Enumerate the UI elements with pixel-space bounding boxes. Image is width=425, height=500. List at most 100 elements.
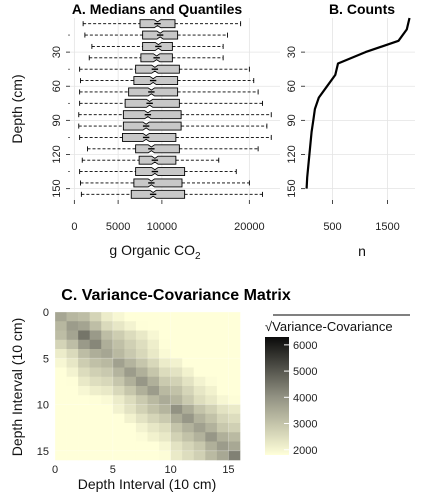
panel-a-y-tick-label-3: 120: [51, 145, 63, 163]
heatmap-cell-12-11: [182, 423, 195, 433]
heatmap-cell-0-1: [66, 312, 79, 322]
heatmap-cell-7-11: [182, 376, 195, 387]
panel-c-y-tick-label-3: 15: [37, 446, 49, 458]
panel-a-y-tick-label-1: 60: [51, 80, 63, 92]
panel-c-x-tick-label-3: 15: [222, 464, 234, 476]
heatmap-cell-4-6: [124, 349, 137, 359]
heatmap-cell-12-4: [101, 423, 114, 433]
heatmap-cell-6-13: [205, 367, 218, 378]
heatmap-cell-6-12: [193, 367, 206, 378]
heatmap-cell-4-8: [147, 349, 160, 359]
heatmap-cell-5-15: [228, 358, 241, 368]
heatmap-cell-12-7: [135, 423, 148, 433]
heatmap-cell-5-4: [101, 358, 114, 368]
box-depth-135: [79, 167, 237, 177]
heatmap-cell-13-13: [205, 432, 218, 442]
panel-b-x-label: n: [358, 243, 366, 259]
heatmap-cell-13-11: [182, 432, 195, 442]
heatmap-cell-7-6: [124, 376, 137, 387]
heatmap-cell-2-11: [182, 330, 195, 341]
heatmap-cell-3-4: [101, 339, 114, 350]
heatmap-cell-8-13: [205, 386, 218, 396]
box-body: [122, 121, 182, 131]
heatmap-cell-5-14: [216, 358, 229, 368]
box-body: [135, 167, 186, 177]
heatmap-cell-9-8: [147, 395, 160, 405]
heatmap-cell-15-11: [182, 450, 195, 461]
heatmap-cell-2-12: [193, 330, 206, 341]
heatmap-cell-0-3: [89, 312, 102, 322]
panel-a-x-tick-label-2: 10000: [147, 221, 178, 233]
heatmap-cell-2-8: [147, 330, 160, 341]
panel-a-y-ticks: 30 60 90 120 150: [51, 34, 70, 198]
heatmap-cell-11-15: [228, 413, 241, 424]
heatmap-cell-8-15: [228, 386, 241, 396]
box-depth-115: [87, 144, 259, 154]
heatmap-cell-0-0: [55, 312, 67, 322]
heatmap-cell-9-13: [205, 395, 218, 405]
heatmap-cell-10-1: [66, 404, 79, 415]
heatmap-cell-11-6: [124, 413, 137, 424]
heatmap-cell-11-12: [193, 413, 206, 424]
box-depth-5: [82, 19, 242, 29]
heatmap-cell-8-7: [135, 386, 148, 396]
heatmap-cell-0-9: [159, 312, 171, 322]
panel-b-y-tick-label-1: 60: [286, 80, 298, 92]
heatmap-cell-5-5: [112, 358, 125, 368]
heatmap-cell-8-8: [147, 386, 160, 396]
panel-b-y-tick-label-3: 120: [286, 145, 298, 163]
heatmap-cell-8-4: [101, 386, 114, 396]
heatmap-cell-8-1: [66, 386, 79, 396]
heatmap-cell-2-0: [55, 330, 67, 341]
heatmap-cell-10-6: [124, 404, 137, 415]
heatmap-cell-15-10: [170, 450, 183, 461]
heatmap-cell-0-6: [124, 312, 137, 322]
panel-a-x-tick-label-3: 20000: [234, 221, 265, 233]
heatmap-cell-7-9: [159, 376, 171, 387]
heatmap-cell-14-1: [66, 441, 79, 452]
heatmap-cell-2-3: [89, 330, 102, 341]
heatmap-cell-10-5: [112, 404, 125, 415]
heatmap-cell-1-1: [66, 321, 79, 331]
heatmap-cell-8-3: [89, 386, 102, 396]
heatmap-cell-4-0: [55, 349, 67, 359]
heatmap-cell-11-5: [112, 413, 125, 424]
heatmap-cell-1-15: [228, 321, 241, 331]
heatmap-cell-2-2: [78, 330, 90, 341]
box-depth-125: [81, 155, 220, 165]
heatmap-cell-3-10: [170, 339, 183, 350]
legend-tick-label-2: 4000: [293, 392, 317, 404]
heatmap-cell-12-2: [78, 423, 90, 433]
heatmap-cell-9-6: [124, 395, 137, 405]
heatmap-cell-10-0: [55, 404, 67, 415]
heatmap-cell-7-3: [89, 376, 102, 387]
heatmap-cell-8-5: [112, 386, 125, 396]
heatmap-cell-1-5: [112, 321, 125, 331]
panel-b-x-tick-label-0: 500: [323, 221, 341, 233]
heatmap-cell-15-4: [101, 450, 114, 461]
heatmap-cell-8-14: [216, 386, 229, 396]
heatmap-cell-14-11: [182, 441, 195, 452]
panel-a-x-tick-label-0: 0: [71, 221, 77, 233]
heatmap-cell-9-7: [135, 395, 148, 405]
legend-tick-label-3: 5000: [293, 366, 317, 378]
heatmap-cell-0-13: [205, 312, 218, 322]
heatmap-cell-14-2: [78, 441, 90, 452]
heatmap-cell-13-6: [124, 432, 137, 442]
heatmap-cell-3-12: [193, 339, 206, 350]
heatmap-cell-6-8: [147, 367, 160, 378]
panel-b-y-tick-label-0: 30: [286, 46, 298, 58]
box-depth-15: [84, 30, 228, 40]
panel-a-x-label-main: g Organic CO: [109, 242, 195, 258]
heatmap-cell-12-14: [216, 423, 229, 433]
box-depth-25: [91, 41, 224, 51]
heatmap-cell-10-8: [147, 404, 160, 415]
heatmap-cell-2-6: [124, 330, 137, 341]
heatmap-cell-6-7: [135, 367, 148, 378]
panel-b-x-ticks: 500 1500: [323, 200, 400, 233]
heatmap-cell-8-11: [182, 386, 195, 396]
heatmap-cell-14-13: [205, 441, 218, 452]
heatmap-cell-6-10: [170, 367, 183, 378]
heatmap-cell-13-7: [135, 432, 148, 442]
heatmap-cell-3-14: [216, 339, 229, 350]
